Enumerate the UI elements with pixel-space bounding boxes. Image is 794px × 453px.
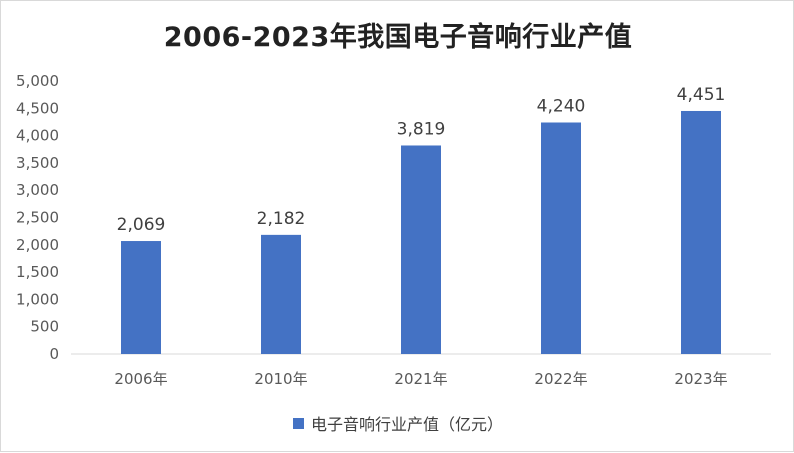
- y-tick-label: 500: [30, 318, 59, 336]
- data-label: 3,819: [397, 119, 446, 139]
- y-tick-label: 1,500: [16, 263, 59, 281]
- bar: [681, 110, 721, 354]
- bar: [261, 234, 301, 354]
- y-tick-label: 0: [49, 345, 59, 363]
- data-label: 2,069: [117, 215, 166, 235]
- bar: [541, 122, 581, 354]
- bar: [121, 241, 161, 354]
- data-label: 4,451: [677, 85, 726, 105]
- legend: 电子音响行业产值（亿元）: [1, 411, 794, 435]
- y-tick-label: 2,500: [16, 209, 59, 227]
- y-tick-label: 1,000: [16, 290, 59, 308]
- y-tick-label: 4,000: [16, 127, 59, 145]
- y-tick-label: 5,000: [16, 72, 59, 90]
- x-tick-label: 2022年: [534, 370, 587, 388]
- x-tick-label: 2010年: [254, 370, 307, 388]
- legend-label: 电子音响行业产值（亿元）: [310, 415, 503, 434]
- data-label: 2,182: [257, 209, 306, 229]
- y-tick-label: 3,500: [16, 154, 59, 172]
- x-tick-label: 2023年: [674, 370, 727, 388]
- bar: [401, 145, 441, 354]
- y-tick-label: 3,000: [16, 181, 59, 199]
- legend-swatch: [292, 417, 304, 429]
- x-tick-label: 2021年: [394, 370, 447, 388]
- y-tick-label: 4,500: [16, 99, 59, 117]
- chart-title: 2006-2023年我国电子音响行业产值: [163, 22, 633, 53]
- data-label: 4,240: [537, 96, 586, 116]
- y-tick-label: 2,000: [16, 236, 59, 254]
- x-tick-label: 2006年: [114, 370, 167, 388]
